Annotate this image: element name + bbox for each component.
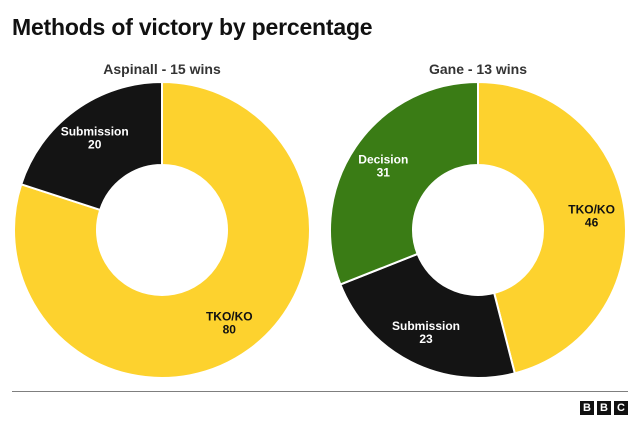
page-title: Methods of victory by percentage [12,14,373,40]
donut-chart-2: Gane - 13 wins TKO/KO 46 Submission 23 Decisi… [329,61,627,379]
bbc-logo: B B C [580,401,628,415]
slice-label-decision: Decision 31 [358,153,408,180]
slice-category-label: Submission [61,124,129,138]
slice-label-tko-ko: TKO/KO 80 [206,310,253,337]
slice-category-label: Decision [358,153,408,167]
slice-value-label: 20 [88,137,102,151]
slice-submission [19,80,163,212]
slice-tko-ko [13,80,311,379]
bbc-logo-letter: B [580,401,594,415]
slice-value-label: 23 [419,332,433,346]
chart-subtitle: Aspinall - 15 wins [103,61,221,77]
slice-category-label: Submission [392,319,460,333]
slice-label-tko-ko: TKO/KO 46 [568,203,615,230]
slice-submission [339,252,517,379]
slice-value-label: 46 [585,216,599,230]
bbc-logo-letter: B [597,401,611,415]
slice-decision [329,80,479,286]
footer-divider [12,391,628,392]
slice-category-label: TKO/KO [568,203,615,217]
chart-subtitle: Gane - 13 wins [429,61,527,77]
slice-value-label: 31 [377,166,391,180]
slice-value-label: 80 [223,323,237,337]
slice-tko-ko [477,80,627,375]
bbc-logo-letter: C [614,401,628,415]
donut-chart-1: Aspinall - 15 wins TKO/KO 80 Submission 20 [13,61,311,379]
slice-label-submission: Submission 20 [61,124,129,151]
slice-category-label: TKO/KO [206,310,253,324]
slice-label-submission: Submission 23 [392,319,460,346]
